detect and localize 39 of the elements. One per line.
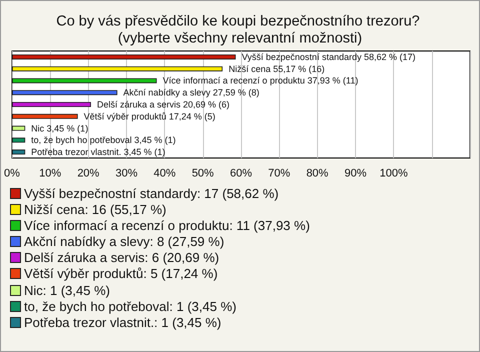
x-tick-label: 60%	[230, 168, 252, 180]
category-label: Větší výběr produktů 17,24 % (5)	[84, 111, 216, 122]
category-label: Delší záruka a servis 20,69 % (6)	[96, 100, 230, 110]
chart-title: Co by vás přesvědčilo ke koupi bezpečnostního trezoru? (vyberte všechny relevantní možnosti)	[56, 14, 424, 46]
bar	[12, 126, 26, 131]
bar	[12, 114, 78, 119]
x-tick-label: 10%	[39, 168, 62, 180]
category-label: Více informací a recenzí o produktu 37,93 % (11)	[162, 76, 358, 86]
x-tick-label: 70%	[268, 168, 290, 180]
text: Delší záruka a servis: 6 (20,69 %)	[23, 250, 220, 266]
bar	[12, 102, 91, 107]
category-label: Potřeba trezor vlastnit. 3,45 % (1)	[31, 147, 166, 158]
text: Vyšší bezpečnostní standardy: 17 (58,62 %)	[23, 186, 280, 202]
bar	[12, 150, 26, 155]
category-label: Nic 3,45 % (1)	[31, 123, 88, 134]
x-tick-label: 80%	[306, 168, 329, 180]
x-tick-label: 30%	[115, 168, 138, 180]
bar	[12, 90, 118, 96]
bar	[12, 66, 223, 72]
bar	[12, 78, 157, 84]
text: Potřeba trezor vlastnit.: 1 (3,45 %)	[23, 314, 222, 331]
text: Akční nabídky a slevy: 8 (27,59 %)	[23, 234, 226, 250]
text: Nižší cena: 16 (55,17 %)	[23, 202, 168, 218]
category-label: Nižší cena 55,17 % (16)	[228, 64, 325, 74]
x-tick-label: 20%	[77, 168, 100, 180]
x-tick-label: 40%	[154, 168, 176, 180]
x-tick-label: 0%	[4, 168, 20, 180]
bar	[12, 54, 236, 60]
x-tick-label: 50%	[192, 168, 214, 180]
text: Více informací a recenzí o produktu: 11 (37,93 %)	[23, 218, 310, 234]
text: Větší výběr produktů: 5 (17,24 %)	[23, 266, 219, 283]
bar	[12, 138, 26, 143]
text: Nic: 1 (3,45 %)	[23, 282, 111, 299]
x-tick-label: 100%	[380, 168, 408, 180]
x-tick-label: 90%	[344, 168, 367, 180]
text: to, že bych ho potřeboval: 1 (3,45 %)	[23, 298, 238, 315]
category-label: Vyšší bezpečnostní standardy 58,62 % (17)	[242, 52, 416, 62]
category-label: to, že bych ho potřeboval 3,45 % (1)	[31, 135, 176, 146]
category-label: Akční nabídky a slevy 27,59 % (8)	[123, 88, 260, 98]
